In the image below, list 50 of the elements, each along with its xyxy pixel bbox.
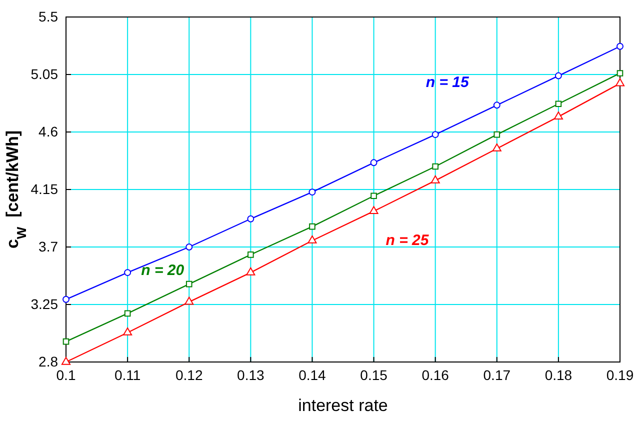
point xyxy=(555,100,562,108)
y-tick-label: 2.8 xyxy=(38,353,58,370)
y-tick-label: 3.7 xyxy=(38,238,58,254)
point xyxy=(184,296,194,305)
x-tick-label: 0.14 xyxy=(298,366,326,383)
point xyxy=(432,131,439,138)
series-label: n = 20 xyxy=(141,262,185,280)
point xyxy=(616,42,624,50)
x-tick-label: 0.19 xyxy=(606,366,634,383)
series-label: n = 15 xyxy=(426,74,470,92)
point xyxy=(247,215,254,222)
point xyxy=(554,112,563,120)
y-tick-label: 3.25 xyxy=(30,296,58,312)
point xyxy=(493,102,500,109)
point xyxy=(370,192,377,200)
x-tick-label: 0.18 xyxy=(544,366,572,383)
x-tick-label: 0.17 xyxy=(483,366,511,383)
point xyxy=(492,143,502,152)
point xyxy=(369,206,378,214)
point xyxy=(432,163,438,170)
x-tick-label: 0.11 xyxy=(114,366,141,383)
series-label: n = 25 xyxy=(386,232,430,250)
y-tick-label: 5.5 xyxy=(38,8,58,24)
point xyxy=(123,327,132,336)
y-tick-label: 5.05 xyxy=(30,66,58,82)
x-tick-label: 0.13 xyxy=(237,366,265,383)
x-tick-label: 0.15 xyxy=(360,366,388,383)
point xyxy=(554,72,562,80)
point xyxy=(124,310,131,317)
x-tick-label: 0.16 xyxy=(422,366,450,383)
y-tick-label: 4.6 xyxy=(38,123,58,140)
point xyxy=(62,296,70,303)
point xyxy=(246,267,256,276)
point xyxy=(616,70,624,76)
point xyxy=(308,188,316,196)
point xyxy=(494,131,500,138)
point xyxy=(309,223,316,230)
point xyxy=(124,269,132,276)
point xyxy=(186,280,192,288)
point xyxy=(615,78,625,86)
point xyxy=(248,252,254,258)
point xyxy=(370,159,378,166)
point xyxy=(430,175,440,184)
x-tick-label: 0.1 xyxy=(56,366,76,383)
x-axis-title: interest rate xyxy=(298,396,388,415)
point xyxy=(186,244,193,250)
point xyxy=(62,338,70,345)
x-tick-label: 0.12 xyxy=(175,366,203,383)
y-tick-label: 4.15 xyxy=(30,180,58,197)
point xyxy=(308,235,317,244)
